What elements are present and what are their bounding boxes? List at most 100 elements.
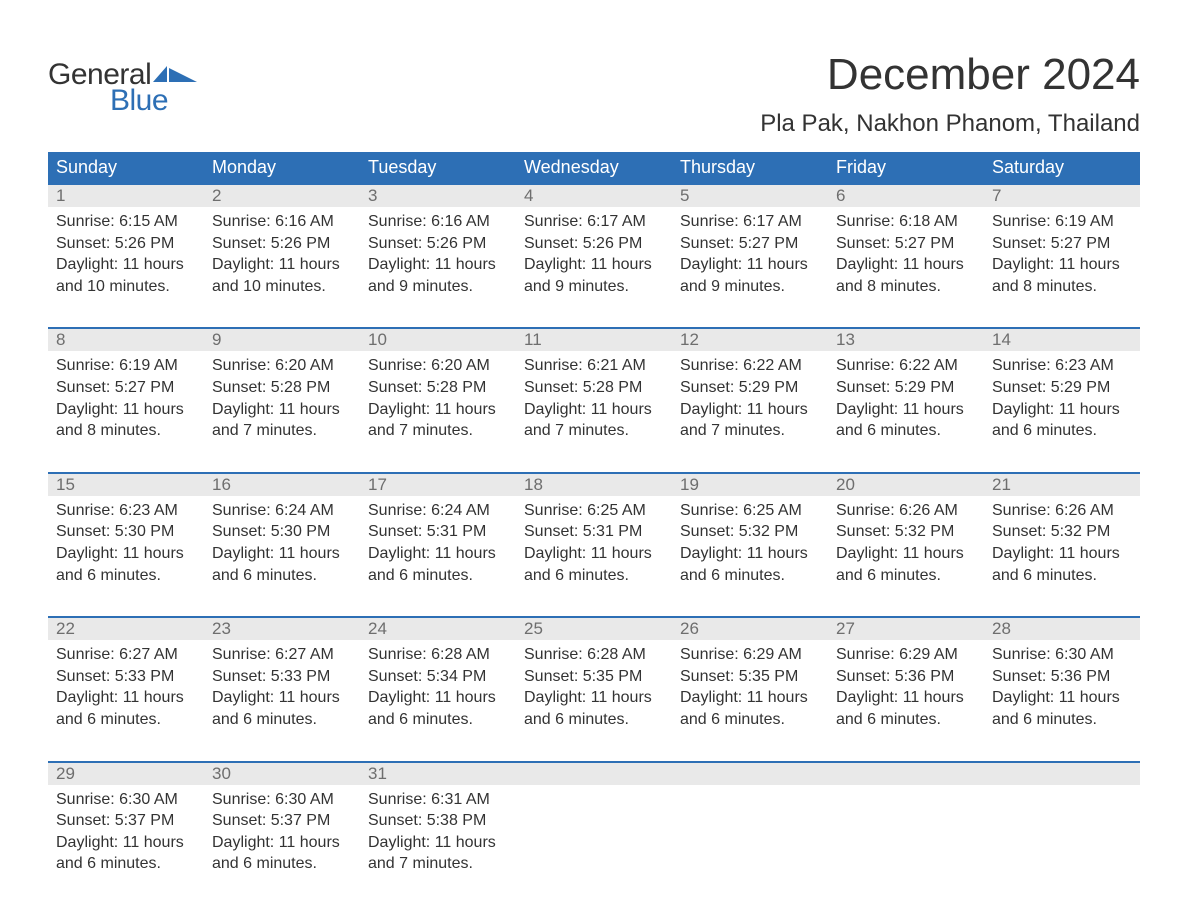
day-content-cell: Sunrise: 6:27 AMSunset: 5:33 PMDaylight:…: [204, 640, 360, 761]
daylight-line: Daylight: 11 hours and 7 minutes.: [212, 399, 352, 442]
day-content-cell: Sunrise: 6:29 AMSunset: 5:36 PMDaylight:…: [828, 640, 984, 761]
sunset-line: Sunset: 5:36 PM: [992, 666, 1132, 688]
day-number-cell: 19: [672, 474, 828, 496]
day-content-cell: Sunrise: 6:30 AMSunset: 5:37 PMDaylight:…: [204, 785, 360, 905]
day-number-cell: 15: [48, 474, 204, 496]
sunrise-line: Sunrise: 6:20 AM: [368, 355, 508, 377]
day-header-friday: Friday: [828, 152, 984, 184]
sunset-line: Sunset: 5:29 PM: [680, 377, 820, 399]
day-content-cell: [516, 785, 672, 905]
daynum-row: 1234567: [48, 185, 1140, 207]
daylight-line: Daylight: 11 hours and 6 minutes.: [680, 543, 820, 586]
sunrise-line: Sunrise: 6:18 AM: [836, 211, 976, 233]
sunrise-line: Sunrise: 6:23 AM: [56, 500, 196, 522]
day-number-cell: 31: [360, 763, 516, 785]
sunset-line: Sunset: 5:28 PM: [524, 377, 664, 399]
day-number-cell: 8: [48, 329, 204, 351]
sunset-line: Sunset: 5:26 PM: [212, 233, 352, 255]
sunrise-line: Sunrise: 6:26 AM: [992, 500, 1132, 522]
day-number-cell: 28: [984, 618, 1140, 640]
sunrise-line: Sunrise: 6:26 AM: [836, 500, 976, 522]
day-content-cell: [672, 785, 828, 905]
day-number-cell: 22: [48, 618, 204, 640]
daylight-line: Daylight: 11 hours and 7 minutes.: [368, 399, 508, 442]
sunset-line: Sunset: 5:33 PM: [56, 666, 196, 688]
sunset-line: Sunset: 5:27 PM: [56, 377, 196, 399]
day-content-cell: Sunrise: 6:28 AMSunset: 5:35 PMDaylight:…: [516, 640, 672, 761]
sunset-line: Sunset: 5:27 PM: [992, 233, 1132, 255]
sunset-line: Sunset: 5:29 PM: [992, 377, 1132, 399]
day-content-cell: Sunrise: 6:30 AMSunset: 5:36 PMDaylight:…: [984, 640, 1140, 761]
sunset-line: Sunset: 5:32 PM: [680, 521, 820, 543]
day-header-sunday: Sunday: [48, 152, 204, 184]
sunset-line: Sunset: 5:26 PM: [368, 233, 508, 255]
day-content-cell: Sunrise: 6:23 AMSunset: 5:30 PMDaylight:…: [48, 496, 204, 617]
daylight-line: Daylight: 11 hours and 6 minutes.: [680, 687, 820, 730]
day-content-cell: Sunrise: 6:24 AMSunset: 5:30 PMDaylight:…: [204, 496, 360, 617]
sunset-line: Sunset: 5:38 PM: [368, 810, 508, 832]
sunrise-line: Sunrise: 6:27 AM: [212, 644, 352, 666]
day-content-cell: Sunrise: 6:21 AMSunset: 5:28 PMDaylight:…: [516, 351, 672, 472]
daylight-line: Daylight: 11 hours and 6 minutes.: [992, 687, 1132, 730]
daylight-line: Daylight: 11 hours and 6 minutes.: [212, 832, 352, 875]
day-number-cell: 17: [360, 474, 516, 496]
daylight-line: Daylight: 11 hours and 6 minutes.: [524, 543, 664, 586]
daylight-line: Daylight: 11 hours and 6 minutes.: [56, 543, 196, 586]
daylight-line: Daylight: 11 hours and 6 minutes.: [524, 687, 664, 730]
sunset-line: Sunset: 5:32 PM: [836, 521, 976, 543]
logo: General Blue: [48, 58, 199, 118]
calendar-table: SundayMondayTuesdayWednesdayThursdayFrid…: [48, 152, 1140, 905]
sunrise-line: Sunrise: 6:30 AM: [212, 789, 352, 811]
sunrise-line: Sunrise: 6:24 AM: [212, 500, 352, 522]
sunrise-line: Sunrise: 6:28 AM: [524, 644, 664, 666]
day-header-monday: Monday: [204, 152, 360, 184]
day-number-cell: 9: [204, 329, 360, 351]
sunrise-line: Sunrise: 6:30 AM: [56, 789, 196, 811]
content-row: Sunrise: 6:30 AMSunset: 5:37 PMDaylight:…: [48, 785, 1140, 905]
day-content-cell: Sunrise: 6:22 AMSunset: 5:29 PMDaylight:…: [828, 351, 984, 472]
daylight-line: Daylight: 11 hours and 6 minutes.: [992, 399, 1132, 442]
daylight-line: Daylight: 11 hours and 6 minutes.: [836, 399, 976, 442]
daylight-line: Daylight: 11 hours and 9 minutes.: [680, 254, 820, 297]
daynum-row: 891011121314: [48, 329, 1140, 351]
day-content-cell: [828, 785, 984, 905]
daylight-line: Daylight: 11 hours and 9 minutes.: [524, 254, 664, 297]
sunset-line: Sunset: 5:28 PM: [212, 377, 352, 399]
sunset-line: Sunset: 5:28 PM: [368, 377, 508, 399]
day-number-cell: 24: [360, 618, 516, 640]
daynum-row: 293031: [48, 763, 1140, 785]
day-content-cell: Sunrise: 6:19 AMSunset: 5:27 PMDaylight:…: [48, 351, 204, 472]
sunset-line: Sunset: 5:30 PM: [56, 521, 196, 543]
sunset-line: Sunset: 5:31 PM: [524, 521, 664, 543]
daylight-line: Daylight: 11 hours and 7 minutes.: [524, 399, 664, 442]
day-content-cell: Sunrise: 6:26 AMSunset: 5:32 PMDaylight:…: [984, 496, 1140, 617]
sunset-line: Sunset: 5:27 PM: [680, 233, 820, 255]
day-content-cell: Sunrise: 6:18 AMSunset: 5:27 PMDaylight:…: [828, 207, 984, 328]
content-row: Sunrise: 6:23 AMSunset: 5:30 PMDaylight:…: [48, 496, 1140, 617]
sunset-line: Sunset: 5:30 PM: [212, 521, 352, 543]
daynum-row: 22232425262728: [48, 618, 1140, 640]
day-number-cell: 26: [672, 618, 828, 640]
day-content-cell: Sunrise: 6:28 AMSunset: 5:34 PMDaylight:…: [360, 640, 516, 761]
day-content-cell: Sunrise: 6:16 AMSunset: 5:26 PMDaylight:…: [204, 207, 360, 328]
month-title: December 2024: [760, 50, 1140, 100]
day-number-cell: 14: [984, 329, 1140, 351]
daylight-line: Daylight: 11 hours and 6 minutes.: [56, 832, 196, 875]
daynum-row: 15161718192021: [48, 474, 1140, 496]
sunrise-line: Sunrise: 6:30 AM: [992, 644, 1132, 666]
daylight-line: Daylight: 11 hours and 6 minutes.: [836, 543, 976, 586]
day-number-cell: 25: [516, 618, 672, 640]
sunset-line: Sunset: 5:36 PM: [836, 666, 976, 688]
sunrise-line: Sunrise: 6:29 AM: [680, 644, 820, 666]
day-number-cell: [828, 763, 984, 785]
day-number-cell: [516, 763, 672, 785]
day-content-cell: Sunrise: 6:29 AMSunset: 5:35 PMDaylight:…: [672, 640, 828, 761]
daylight-line: Daylight: 11 hours and 8 minutes.: [56, 399, 196, 442]
day-number-cell: 4: [516, 185, 672, 207]
title-block: December 2024 Pla Pak, Nakhon Phanom, Th…: [760, 20, 1140, 148]
sunrise-line: Sunrise: 6:24 AM: [368, 500, 508, 522]
sunset-line: Sunset: 5:35 PM: [524, 666, 664, 688]
day-number-cell: 30: [204, 763, 360, 785]
day-content-cell: Sunrise: 6:20 AMSunset: 5:28 PMDaylight:…: [360, 351, 516, 472]
day-content-cell: Sunrise: 6:16 AMSunset: 5:26 PMDaylight:…: [360, 207, 516, 328]
